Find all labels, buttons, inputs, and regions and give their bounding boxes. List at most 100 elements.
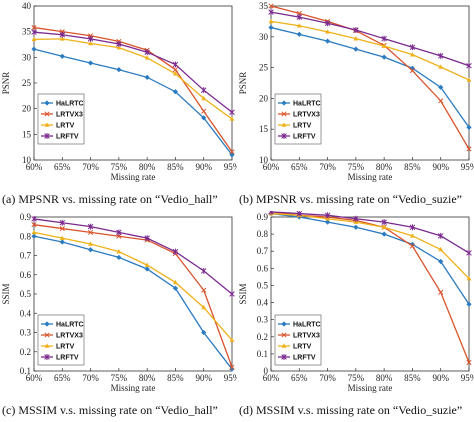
- series-line-lrtvx3: [33, 224, 233, 368]
- data-point-lrtvx3: [409, 243, 415, 249]
- data-point-halrtc: [466, 301, 472, 307]
- y-tick-label: 35: [259, 1, 269, 11]
- legend-marker-halrtc: [44, 321, 50, 327]
- data-point-lrtv: [325, 216, 330, 221]
- series-line-lrtv: [33, 38, 233, 120]
- data-point-lrtv: [31, 36, 37, 42]
- data-point-lrtvx3: [438, 98, 444, 104]
- x-tick-label: 80%: [139, 162, 156, 172]
- chart-caption: (c) MSSIM v.s. missing rate on “Vedio_ha…: [2, 403, 218, 417]
- data-point-lrtvx3: [438, 289, 444, 295]
- y-tick-label: 25: [22, 78, 32, 88]
- series-line-lrtv: [33, 231, 233, 341]
- data-point-lrtv: [325, 29, 330, 34]
- y-axis-label: SSIM: [238, 283, 248, 304]
- chart-panel-b: 10 15 20 25 30 35 60% 65% 70% 75% 80% 85% 90% 95% Miss…: [237, 0, 474, 211]
- data-point-lrftv: [268, 9, 274, 16]
- data-point-halrtc: [172, 89, 179, 95]
- data-point-lrftv: [229, 109, 235, 116]
- data-point-halrtc: [324, 38, 331, 44]
- plot-frame: [270, 5, 470, 161]
- data-point-halrtc: [87, 60, 94, 66]
- data-point-lrtv: [31, 229, 37, 235]
- data-point-halrtc: [296, 31, 302, 37]
- data-point-halrtc: [59, 239, 65, 245]
- x-tick-label: 60%: [263, 162, 280, 172]
- data-point-halrtc: [381, 54, 387, 60]
- data-point-lrftv: [296, 14, 303, 21]
- y-tick-label: 30: [22, 52, 32, 62]
- legend-marker-lrtvx3: [281, 111, 287, 117]
- chart-a: 10 15 20 25 30 35 40 60% 65% 70% 75% 80% 85% 90% 95% Mi…: [1, 1, 237, 206]
- series-line-lrftv: [33, 31, 233, 113]
- x-tick-label: 60%: [26, 162, 43, 172]
- legend-marker-lrftv: [44, 354, 50, 360]
- data-point-lrftv: [268, 211, 274, 215]
- data-point-lrtv: [88, 40, 93, 46]
- data-point-lrtvx3: [409, 68, 415, 74]
- data-point-lrtvx3: [466, 146, 472, 152]
- data-point-halrtc: [438, 84, 444, 90]
- legend-label-lrtv: LRTV: [293, 344, 312, 351]
- y-tick-label: 25: [259, 63, 269, 73]
- x-tick-label: 85%: [404, 373, 421, 383]
- series-line-halrtc: [33, 48, 233, 156]
- legend-marker-lrftv: [281, 133, 287, 139]
- legend-marker-lrtv: [281, 122, 287, 127]
- legend-marker-halrtc: [281, 321, 287, 327]
- data-point-lrtv: [88, 241, 93, 246]
- data-point-lrtv: [201, 304, 207, 310]
- x-tick-label: 90%: [432, 373, 449, 383]
- x-tick-label: 70%: [319, 162, 336, 172]
- data-point-lrtv: [116, 44, 122, 50]
- data-point-lrftv: [353, 215, 359, 222]
- x-tick-label: 60%: [263, 373, 280, 383]
- data-point-lrtvx3: [201, 108, 207, 114]
- data-point-lrftv: [31, 29, 37, 36]
- data-point-lrftv: [172, 248, 179, 255]
- data-point-lrftv: [144, 235, 150, 242]
- y-axis-label: SSIM: [1, 283, 11, 304]
- series-line-lrtv: [270, 212, 470, 280]
- data-point-lrftv: [353, 27, 359, 34]
- data-point-lrftv: [409, 44, 416, 51]
- y-tick-label: 10: [22, 155, 32, 165]
- series-line-lrtvx3: [33, 26, 233, 153]
- x-tick-label: 80%: [376, 373, 393, 383]
- data-point-lrtvx3: [268, 3, 274, 9]
- x-tick-label: 90%: [195, 162, 212, 172]
- x-tick-label: 75%: [111, 162, 128, 172]
- legend-marker-lrftv: [44, 133, 50, 139]
- y-tick-label: 35: [22, 27, 32, 37]
- data-point-lrftv: [409, 224, 416, 231]
- legend-label-lrftv: LRFTV: [56, 134, 79, 141]
- data-point-halrtc: [201, 329, 207, 336]
- plot-frame: [270, 216, 470, 372]
- data-point-lrtv: [296, 23, 302, 28]
- data-point-lrftv: [87, 35, 94, 42]
- chart-caption: (b) MPSNR vs. missing rate on “Vedio_suz…: [239, 192, 462, 206]
- data-point-lrftv: [200, 87, 207, 94]
- series-line-lrftv: [270, 11, 470, 67]
- data-point-lrtv: [201, 95, 207, 101]
- legend-label-lrftv: LRFTV: [293, 134, 316, 141]
- data-point-halrtc: [353, 224, 359, 230]
- data-point-lrtv: [268, 18, 274, 24]
- legend-marker-lrtvx3: [281, 332, 287, 338]
- chart-caption: (d) MSSIM v.s. missing rate on “Vedio_su…: [239, 403, 462, 417]
- x-tick-label: 75%: [348, 373, 365, 383]
- series-line-halrtc: [33, 235, 233, 370]
- data-point-lrtv: [381, 224, 387, 230]
- data-point-lrftv: [324, 20, 331, 27]
- y-tick-label: 0.8: [20, 231, 32, 241]
- x-tick-label: 95%: [224, 162, 237, 172]
- data-point-lrtv: [438, 64, 444, 69]
- data-point-lrtv: [410, 52, 415, 57]
- data-point-halrtc: [381, 231, 387, 237]
- data-point-lrftv: [381, 219, 387, 226]
- x-axis-label: Missing rate: [348, 383, 393, 393]
- legend-marker-lrtv: [44, 122, 50, 127]
- data-point-halrtc: [116, 67, 122, 73]
- chart-panel-c: 0.1 0.2 0.3 0.4 0.5 0.6 0.7 0.8 0.9 60% 65% 70% 75% 8…: [0, 211, 237, 422]
- legend-label-halrtc: HaLRTC: [293, 101, 321, 108]
